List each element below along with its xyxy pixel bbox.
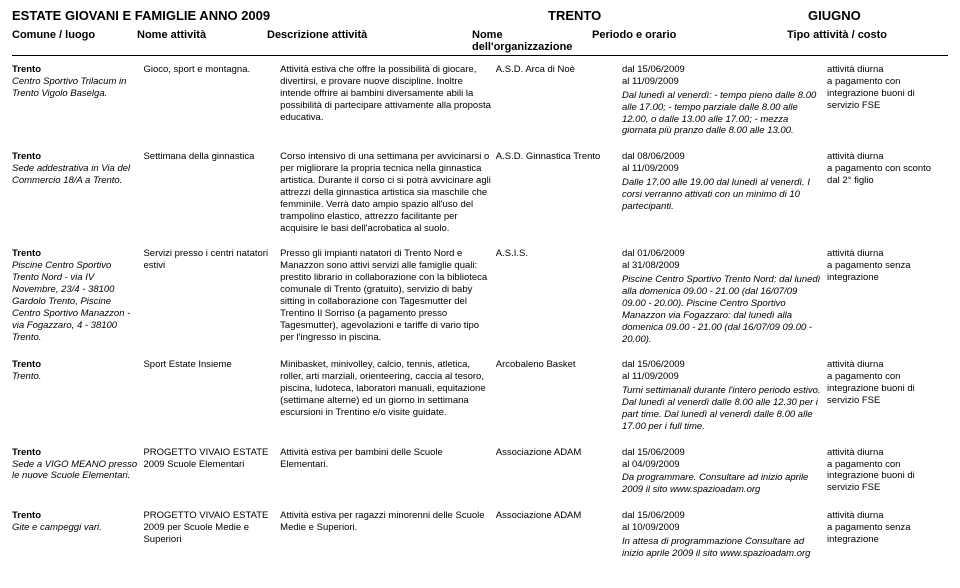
- tipo-costo: attività diurnaa pagamento con integrazi…: [827, 60, 948, 147]
- descrizione: Attività estiva che offre la possibilità…: [280, 60, 496, 147]
- periodo: dal 15/06/2009al 10/09/2009 In attesa di …: [622, 506, 827, 570]
- periodo: dal 08/06/2009al 11/09/2009 Dalle 17.00 a…: [622, 147, 827, 244]
- organizzazione: Associazione ADAM: [496, 506, 622, 570]
- periodo-dal: dal 15/06/2009: [622, 359, 823, 371]
- organizzazione: A.S.I.S.: [496, 244, 622, 355]
- nome-attivita: Gioco, sport e montagna.: [143, 60, 280, 147]
- periodo-al: al 04/09/2009: [622, 459, 823, 471]
- header-right: GIUGNO: [808, 8, 948, 23]
- tipo-costo: attività diurnaa pagamento con integrazi…: [827, 355, 948, 442]
- table-row: TrentoCentro Sportivo Trilacum in Trento…: [12, 60, 948, 147]
- periodo-orario: In attesa di programmazione Consultare a…: [622, 536, 823, 560]
- table-row: TrentoGite e campeggi vari. PROGETTO VIVA…: [12, 506, 948, 570]
- header-left: ESTATE GIOVANI E FAMIGLIE ANNO 2009: [12, 8, 548, 23]
- luogo-detail: Trento.: [12, 371, 139, 383]
- header-center: TRENTO: [548, 8, 808, 23]
- periodo-dal: dal 08/06/2009: [622, 151, 823, 163]
- descrizione: Corso intensivo di una settimana per avv…: [280, 147, 496, 244]
- nome-attivita: Settimana della ginnastica: [143, 147, 280, 244]
- periodo-al: al 11/09/2009: [622, 76, 823, 88]
- organizzazione: A.S.D. Ginnastica Trento: [496, 147, 622, 244]
- tipo-line2: a pagamento con integrazione buoni di se…: [827, 459, 944, 495]
- descrizione: Attività estiva per ragazzi minorenni de…: [280, 506, 496, 570]
- table-row: TrentoSede addestrativa in Via del Comme…: [12, 147, 948, 244]
- periodo-dal: dal 15/06/2009: [622, 510, 823, 522]
- col-luogo: Comune / luogo: [12, 29, 137, 53]
- tipo-costo: attività diurnaa pagamento senza integra…: [827, 506, 948, 570]
- luogo-detail: Gite e campeggi vari.: [12, 522, 139, 534]
- periodo-dal: dal 15/06/2009: [622, 447, 823, 459]
- page-header: ESTATE GIOVANI E FAMIGLIE ANNO 2009 TREN…: [12, 8, 948, 23]
- col-org: Nome dell'organizzazione: [472, 29, 592, 53]
- tipo-line1: attività diurna: [827, 248, 944, 260]
- periodo-al: al 10/09/2009: [622, 522, 823, 534]
- periodo-orario: Dal lunedì al venerdì: - tempo pieno dal…: [622, 90, 823, 138]
- periodo-al: al 31/08/2009: [622, 260, 823, 272]
- col-periodo: Periodo e orario: [592, 29, 787, 53]
- tipo-line1: attività diurna: [827, 510, 944, 522]
- table-row: TrentoPiscine Centro Sportivo Trento Nor…: [12, 244, 948, 355]
- organizzazione: Associazione ADAM: [496, 443, 622, 507]
- nome-attivita: PROGETTO VIVAIO ESTATE 2009 per Scuole M…: [143, 506, 280, 570]
- activities-table: TrentoCentro Sportivo Trilacum in Trento…: [12, 60, 948, 570]
- nome-attivita: Sport Estate Insieme: [143, 355, 280, 442]
- col-desc: Descrizione attività: [267, 29, 472, 53]
- tipo-costo: attività diurnaa pagamento con integrazi…: [827, 443, 948, 507]
- col-nome: Nome attività: [137, 29, 267, 53]
- luogo-detail: Piscine Centro Sportivo Trento Nord - vi…: [12, 260, 139, 343]
- tipo-line1: attività diurna: [827, 447, 944, 459]
- nome-attivita: Servizi presso i centri natatori estivi: [143, 244, 280, 355]
- periodo-orario: Da programmare. Consultare ad inizio apr…: [622, 472, 823, 496]
- comune: Trento: [12, 359, 139, 371]
- tipo-line1: attività diurna: [827, 151, 944, 163]
- tipo-line1: attività diurna: [827, 64, 944, 76]
- luogo-detail: Sede addestrativa in Via del Commercio 1…: [12, 163, 139, 187]
- periodo-orario: Piscine Centro Sportivo Trento Nord: dal…: [622, 274, 823, 345]
- periodo: dal 15/06/2009al 11/09/2009 Dal lunedì al…: [622, 60, 827, 147]
- descrizione: Minibasket, minivolley, calcio, tennis, …: [280, 355, 496, 442]
- periodo-dal: dal 01/06/2009: [622, 248, 823, 260]
- comune: Trento: [12, 447, 139, 459]
- comune: Trento: [12, 64, 139, 76]
- table-row: TrentoSede a VIGO MEANO presso le nuove …: [12, 443, 948, 507]
- comune: Trento: [12, 151, 139, 163]
- periodo: dal 15/06/2009al 04/09/2009Da programmar…: [622, 443, 827, 507]
- tipo-costo: attività diurnaa pagamento con sconto da…: [827, 147, 948, 244]
- descrizione: Attività estiva per bambini delle Scuole…: [280, 443, 496, 507]
- periodo-dal: dal 15/06/2009: [622, 64, 823, 76]
- tipo-line2: a pagamento con integrazione buoni di se…: [827, 76, 944, 112]
- tipo-line2: a pagamento con integrazione buoni di se…: [827, 371, 944, 407]
- col-tipo: Tipo attività / costo: [787, 29, 902, 53]
- organizzazione: A.S.D. Arca di Noè: [496, 60, 622, 147]
- tipo-line2: a pagamento senza integrazione: [827, 522, 944, 546]
- periodo: dal 01/06/2009al 31/08/2009 Piscine Centr…: [622, 244, 827, 355]
- table-row: TrentoTrento. Sport Estate InsiemeMinibas…: [12, 355, 948, 442]
- comune: Trento: [12, 510, 139, 522]
- periodo-orario: Turni settimanali durante l'intero perio…: [622, 385, 823, 433]
- column-headers: Comune / luogo Nome attività Descrizione…: [12, 29, 948, 56]
- tipo-line2: a pagamento con sconto dal 2° figlio: [827, 163, 944, 187]
- periodo-al: al 11/09/2009: [622, 163, 823, 175]
- tipo-line1: attività diurna: [827, 359, 944, 371]
- periodo: dal 15/06/2009al 11/09/2009 Turni settima…: [622, 355, 827, 442]
- periodo-al: al 11/09/2009: [622, 371, 823, 383]
- tipo-costo: attività diurnaa pagamento senza integra…: [827, 244, 948, 355]
- descrizione: Presso gli impianti natatori di Trento N…: [280, 244, 496, 355]
- organizzazione: Arcobaleno Basket: [496, 355, 622, 442]
- tipo-line2: a pagamento senza integrazione: [827, 260, 944, 284]
- luogo-detail: Sede a VIGO MEANO presso le nuove Scuole…: [12, 459, 139, 483]
- periodo-orario: Dalle 17.00 alle 19.00 dal lunedì al ven…: [622, 177, 823, 213]
- luogo-detail: Centro Sportivo Trilacum in Trento Vigol…: [12, 76, 139, 100]
- comune: Trento: [12, 248, 139, 260]
- nome-attivita: PROGETTO VIVAIO ESTATE 2009 Scuole Eleme…: [143, 443, 280, 507]
